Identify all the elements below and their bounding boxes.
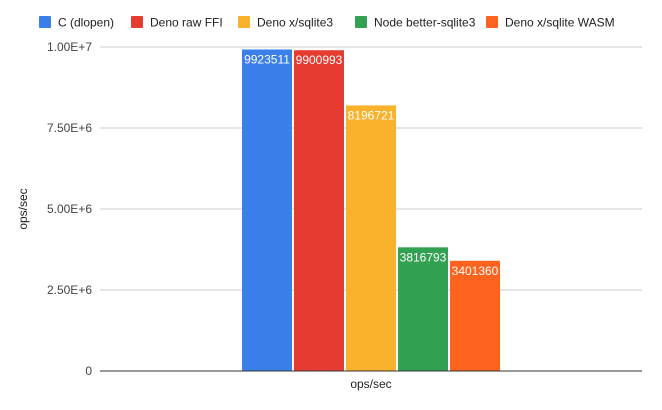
legend-label-3: Node better-sqlite3 (374, 16, 476, 30)
y-tick-label-2: 5.00E+6 (47, 202, 92, 216)
legend-label-0: C (dlopen) (58, 16, 114, 30)
x-axis-title: ops/sec (350, 377, 391, 391)
y-axis-title: ops/sec (16, 188, 30, 229)
bar-value-label-4: 3401360 (452, 264, 499, 278)
y-axis-ticks: 0 2.50E+6 5.00E+6 7.50E+6 1.00E+7 (47, 40, 92, 378)
bar-3 (398, 247, 448, 371)
bar-1 (294, 50, 344, 372)
bar-value-label-2: 8196721 (348, 108, 395, 122)
y-tick-label-1: 2.50E+6 (47, 283, 92, 297)
legend-swatch-1 (131, 16, 143, 28)
bar-0 (242, 49, 292, 372)
y-tick-label-3: 7.50E+6 (47, 121, 92, 135)
legend-swatch-4 (486, 16, 498, 28)
legend-label-1: Deno raw FFI (150, 16, 223, 30)
bars (242, 49, 500, 372)
bar-value-label-1: 9900993 (296, 53, 343, 67)
legend-label-2: Deno x/sqlite3 (257, 16, 333, 30)
bar-4 (450, 260, 500, 371)
bar-value-label-3: 3816793 (400, 250, 447, 264)
bar-value-label-0: 9923511 (244, 52, 290, 66)
legend-label-4: Deno x/sqlite WASM (505, 16, 615, 30)
legend-swatch-3 (355, 16, 367, 28)
y-tick-label-4: 1.00E+7 (47, 40, 92, 54)
bar-labels: 9923511 9900993 8196721 3816793 3401360 (244, 52, 499, 277)
y-tick-label-0: 0 (85, 364, 92, 378)
legend-swatch-0 (39, 16, 51, 28)
bar-2 (346, 105, 396, 371)
legend: C (dlopen) Deno raw FFI Deno x/sqlite3 Node… (39, 16, 615, 30)
legend-swatch-2 (238, 16, 250, 28)
